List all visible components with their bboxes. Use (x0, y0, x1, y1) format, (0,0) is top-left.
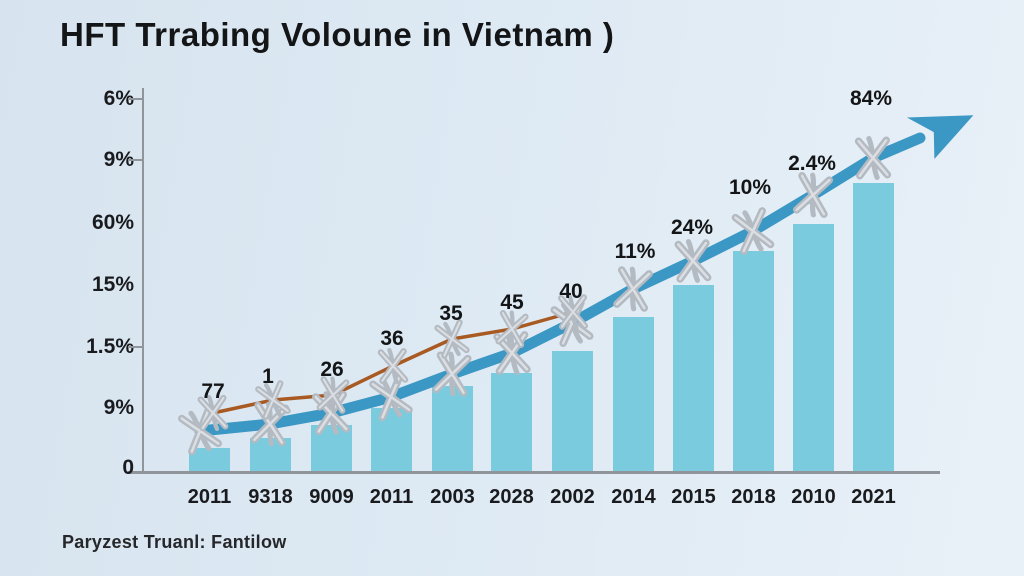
x-tick-label: 2011 (369, 486, 414, 508)
x-tick-label: 2003 (430, 486, 475, 508)
series-value-label: 24% (670, 216, 714, 239)
data-point-star-icon (377, 347, 409, 385)
data-point-star-icon (316, 376, 350, 414)
bar (552, 351, 593, 471)
x-axis-line (128, 471, 940, 474)
series-value-label: 10% (728, 176, 772, 199)
bar (432, 386, 473, 471)
series-value-label: 36 (380, 327, 404, 350)
y-tick-label: 9% (103, 396, 134, 419)
chart-footer: Paryzest Truanl: Fantilow (62, 532, 287, 552)
data-point-star-icon (613, 266, 653, 312)
series-value-label: 77 (201, 380, 225, 403)
data-point-star-icon (434, 319, 470, 359)
x-tick-label: 2011 (187, 486, 232, 508)
series-value-label: 2.4% (788, 152, 836, 175)
data-point-star-icon (255, 380, 291, 420)
x-tick-label: 2010 (791, 486, 836, 508)
bar (793, 224, 834, 471)
series-value-label: 45 (500, 291, 524, 314)
bar (189, 448, 230, 471)
data-point-star-icon (558, 293, 588, 331)
data-point-star-icon (495, 310, 529, 348)
bar (371, 408, 412, 471)
chart-title: HFT Trrabing Voloune in Vietnam ) (60, 16, 615, 53)
y-tick-label: 60% (91, 211, 134, 234)
bar (853, 183, 894, 471)
y-tick-mark (128, 346, 142, 348)
x-tick-label: 2014 (611, 486, 656, 508)
series-value-label: 11% (614, 240, 656, 263)
bar (673, 285, 714, 471)
series-value-label: 35 (439, 302, 463, 325)
series-value-label: 40 (559, 280, 583, 303)
series-value-label: 84% (849, 87, 893, 110)
bar (733, 251, 774, 471)
data-point-star-icon (731, 207, 775, 255)
data-point-star-icon (854, 135, 892, 181)
x-tick-label: 2028 (489, 486, 534, 508)
y-tick-label: 0 (122, 456, 134, 479)
data-point-star-icon (432, 351, 472, 397)
data-point-star-icon (178, 406, 222, 456)
y-tick-label: 6% (103, 87, 134, 110)
data-point-star-icon (674, 239, 712, 283)
x-tick-label: 2018 (731, 486, 776, 508)
y-tick-label: 15% (91, 273, 134, 296)
bar (491, 373, 532, 471)
x-tick-label: 2015 (671, 486, 716, 508)
x-tick-label: 2002 (550, 486, 595, 508)
series-value-label: 1 (262, 365, 274, 388)
y-tick-label: 9% (103, 148, 134, 171)
data-point-star-icon (197, 394, 229, 432)
x-tick-label: 9009 (309, 486, 354, 508)
data-point-star-icon (792, 172, 834, 218)
y-tick-mark (128, 159, 142, 161)
y-axis-line (142, 88, 144, 471)
y-tick-label: 1.5% (86, 335, 134, 358)
y-tick-mark (128, 98, 142, 100)
x-tick-label: 9318 (248, 486, 293, 508)
x-tick-label: 2021 (851, 486, 896, 508)
series-value-label: 26 (320, 358, 344, 381)
bar (613, 317, 654, 471)
